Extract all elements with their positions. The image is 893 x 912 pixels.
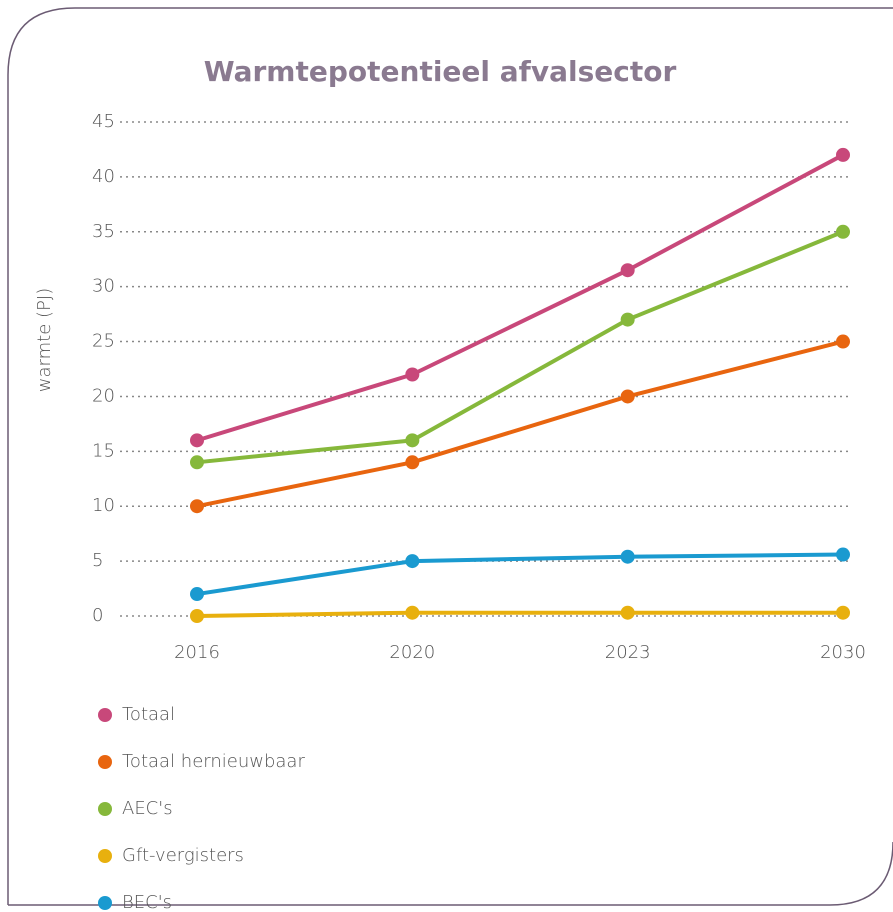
legend-swatch (98, 849, 112, 863)
legend-label: Gft-vergisters (122, 845, 244, 866)
data-point (190, 587, 204, 602)
legend-label: AEC's (122, 798, 173, 819)
y-tick-label: 45 (92, 111, 115, 132)
data-point (405, 367, 420, 382)
series-line (196, 552, 844, 597)
x-tick-label: 2016 (174, 642, 220, 663)
data-point (190, 499, 204, 514)
data-point (836, 605, 850, 620)
x-tick-label: 2030 (820, 642, 866, 663)
y-tick-label: 20 (92, 385, 115, 406)
y-tick-label: 25 (92, 331, 115, 352)
data-point (836, 224, 850, 239)
data-point (405, 455, 420, 470)
y-tick-label: 10 (92, 495, 115, 516)
y-tick-label: 0 (92, 605, 103, 626)
data-point (190, 455, 204, 470)
series-line (196, 229, 844, 465)
data-point (405, 605, 420, 620)
legend-label: Totaal (122, 704, 175, 725)
data-point (620, 549, 635, 564)
legend-swatch (98, 755, 112, 769)
x-tick-label: 2020 (389, 642, 435, 663)
data-point (620, 605, 635, 620)
data-point (836, 147, 850, 162)
chart-title: Warmtepotentieel afvalsector (204, 55, 677, 88)
series-line (196, 610, 843, 618)
legend-swatch (98, 802, 112, 816)
y-axis-label: warmte (PJ) (34, 288, 55, 392)
card-border (7, 7, 893, 906)
legend-label: BEC's (122, 892, 172, 912)
series-line (196, 339, 844, 509)
y-tick-label: 5 (92, 550, 103, 571)
data-point (836, 334, 850, 349)
data-point (620, 389, 635, 404)
data-point (836, 547, 850, 562)
data-point (620, 263, 635, 278)
data-point (190, 609, 204, 623)
data-point (620, 312, 635, 327)
x-tick-label: 2023 (605, 642, 651, 663)
data-point (405, 554, 420, 569)
data-point (190, 433, 204, 448)
y-tick-label: 30 (92, 276, 115, 297)
data-point (405, 433, 420, 448)
legend-swatch (98, 896, 112, 910)
y-tick-label: 40 (92, 166, 115, 187)
legend-swatch (98, 708, 112, 722)
y-tick-label: 35 (92, 221, 115, 242)
legend-label: Totaal hernieuwbaar (122, 751, 305, 772)
series-line (196, 153, 844, 443)
y-tick-label: 15 (92, 440, 115, 461)
